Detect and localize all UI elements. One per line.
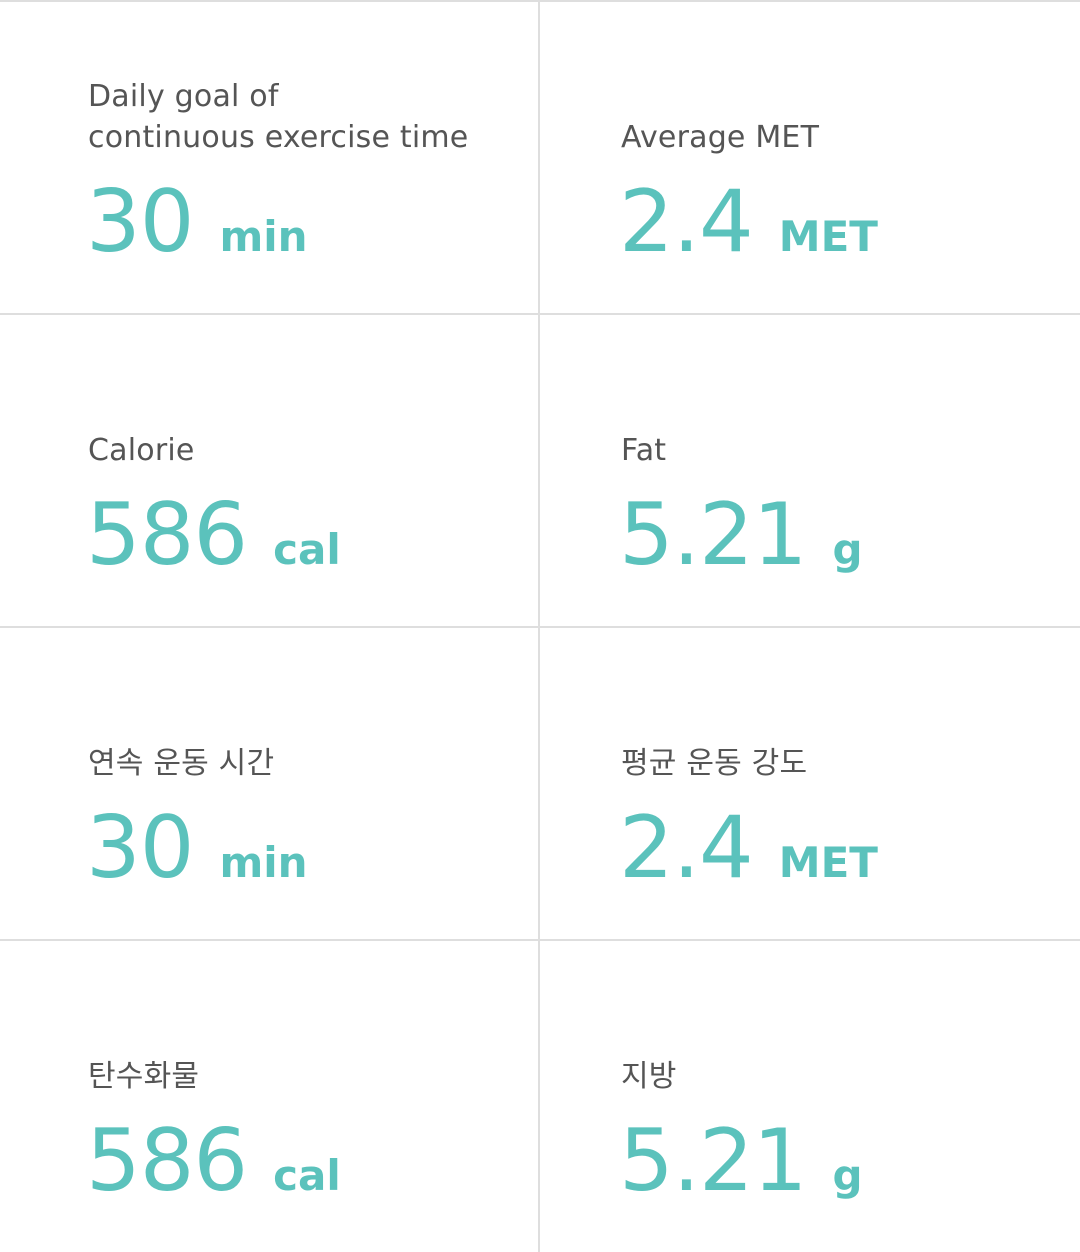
stat-unit: g (832, 525, 863, 574)
stat-label: Average MET (621, 117, 819, 158)
stat-label: Fat (621, 430, 666, 471)
stat-label-line: Fat (621, 433, 667, 468)
stat-label-line: Daily goal of (88, 79, 279, 114)
stats-row: Daily goal of continuous exercise time 3… (0, 2, 1080, 315)
stats-row: Calorie 586 cal Fat 5.21 g (0, 315, 1080, 628)
stat-value: 30 (86, 172, 194, 272)
stat-unit: min (219, 212, 308, 261)
stat-value-line: 2.4 MET (619, 803, 878, 893)
stat-label: 지방 (621, 1056, 677, 1097)
stat-card-continuous-exercise-time-ko: 연속 운동 시간 30 min (0, 628, 540, 939)
stat-label: 평균 운동 강도 (621, 743, 807, 784)
stat-label: Daily goal of continuous exercise time (88, 76, 468, 158)
stat-card-calorie: Calorie 586 cal (0, 315, 540, 626)
stat-label: 탄수화물 (88, 1056, 199, 1097)
stat-label-line: 평균 운동 강도 (621, 746, 808, 781)
stat-value-line: 586 cal (86, 490, 341, 580)
stat-card-average-intensity-ko: 평균 운동 강도 2.4 MET (540, 628, 1080, 939)
stat-value-line: 30 min (86, 803, 308, 893)
stat-value: 5.21 (619, 1111, 807, 1211)
stat-unit: MET (778, 838, 878, 887)
stats-row: 탄수화물 586 cal 지방 5.21 g (0, 941, 1080, 1252)
stat-value-line: 5.21 g (619, 1116, 863, 1206)
stat-label-line: Average MET (621, 120, 820, 155)
stat-label: Calorie (88, 430, 195, 471)
stat-label-line: Calorie (88, 433, 195, 468)
stat-unit: g (832, 1151, 863, 1200)
stat-value: 2.4 (619, 798, 754, 898)
stat-label-line: 연속 운동 시간 (88, 746, 275, 781)
stat-card-average-met: Average MET 2.4 MET (540, 2, 1080, 313)
stat-card-fat: Fat 5.21 g (540, 315, 1080, 626)
stat-value: 5.21 (619, 485, 807, 585)
stat-value-line: 2.4 MET (619, 177, 878, 267)
stat-card-fat-ko: 지방 5.21 g (540, 941, 1080, 1252)
stat-value: 2.4 (619, 172, 754, 272)
stat-label-line: 지방 (621, 1059, 677, 1094)
stats-row: 연속 운동 시간 30 min 평균 운동 강도 2.4 MET (0, 628, 1080, 941)
stat-value: 586 (86, 1111, 248, 1211)
stat-value: 586 (86, 485, 248, 585)
stat-unit: cal (273, 525, 341, 574)
stat-label-line: continuous exercise time (88, 120, 469, 155)
stat-unit: min (219, 838, 308, 887)
stat-unit: cal (273, 1151, 341, 1200)
stat-card-continuous-exercise-goal: Daily goal of continuous exercise time 3… (0, 2, 540, 313)
stat-value: 30 (86, 798, 194, 898)
stat-value-line: 586 cal (86, 1116, 341, 1206)
stat-value-line: 5.21 g (619, 490, 863, 580)
stat-label-line: 탄수화물 (88, 1059, 200, 1094)
stat-value-line: 30 min (86, 177, 308, 267)
stat-unit: MET (778, 212, 878, 261)
stat-card-carbohydrate-ko: 탄수화물 586 cal (0, 941, 540, 1252)
stat-label: 연속 운동 시간 (88, 743, 274, 784)
